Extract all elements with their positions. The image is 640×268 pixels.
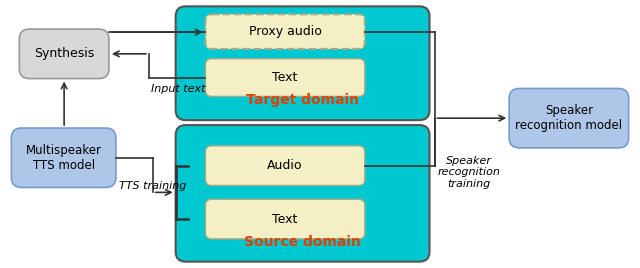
Text: Speaker
recognition
training: Speaker recognition training [438,156,500,189]
Text: Proxy audio: Proxy audio [249,25,321,38]
FancyBboxPatch shape [509,88,628,148]
FancyBboxPatch shape [205,146,365,185]
Text: Text: Text [273,71,298,84]
FancyBboxPatch shape [205,14,365,49]
Text: Text: Text [273,213,298,226]
Text: Synthesis: Synthesis [34,47,94,60]
Text: Input text: Input text [151,84,205,94]
FancyBboxPatch shape [175,6,429,120]
Text: Audio: Audio [268,159,303,172]
Text: Target domain: Target domain [246,93,359,107]
Text: Source domain: Source domain [244,235,361,249]
Text: TTS training: TTS training [119,181,186,191]
FancyBboxPatch shape [175,125,429,262]
FancyBboxPatch shape [19,29,109,79]
FancyBboxPatch shape [12,128,116,187]
FancyBboxPatch shape [205,59,365,96]
Text: Speaker
recognition model: Speaker recognition model [515,104,623,132]
Text: Multispeaker
TTS model: Multispeaker TTS model [26,144,102,172]
FancyBboxPatch shape [205,199,365,239]
